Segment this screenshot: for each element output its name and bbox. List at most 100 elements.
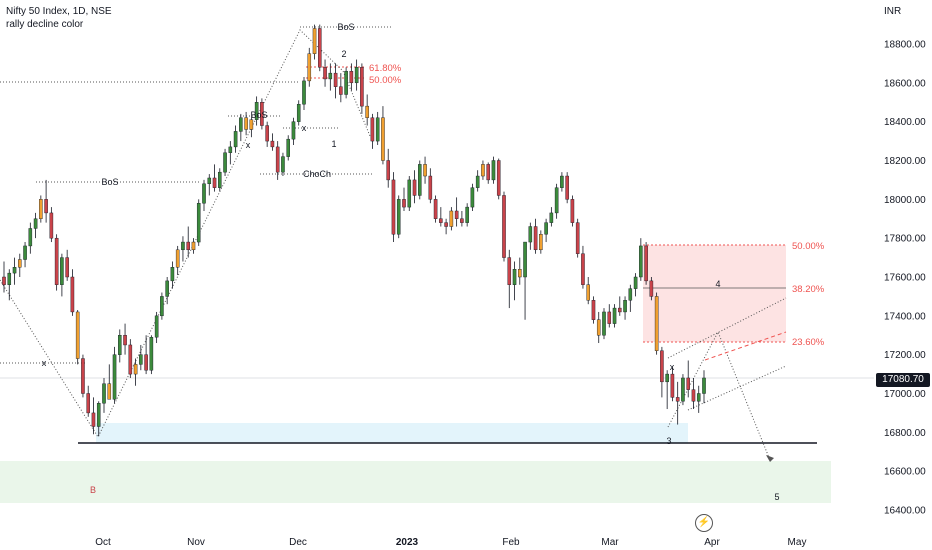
y-tick-label: 17800.00 [884, 234, 926, 245]
candle-body [528, 226, 533, 243]
candle-body [612, 307, 617, 324]
candle-body [123, 335, 127, 346]
candle-body [402, 199, 406, 208]
candle-body [128, 344, 133, 375]
candle-body [702, 377, 706, 394]
candle-body [544, 222, 548, 235]
candle-body [460, 218, 464, 223]
candle-body [365, 105, 369, 118]
candle-body [60, 257, 64, 285]
candle-body [444, 222, 448, 227]
candle-body [323, 67, 327, 80]
x-tick-label: Dec [289, 537, 307, 548]
candle-body [344, 70, 348, 95]
candle-body [118, 335, 122, 355]
candle-body [160, 296, 164, 317]
channel-mid [704, 331, 787, 361]
support-zone [96, 423, 688, 443]
candle-body [175, 249, 180, 268]
candle-body [618, 307, 622, 313]
candle-body [91, 412, 96, 427]
candles-layer [2, 24, 706, 437]
candle-body [523, 241, 527, 278]
candle-body [286, 138, 290, 157]
lightning-icon[interactable]: ⚡ [695, 514, 713, 532]
candle-body [49, 212, 54, 239]
candle-body [539, 234, 543, 251]
candle-body [65, 257, 69, 278]
candle-body [170, 267, 175, 282]
candle-body [628, 288, 633, 301]
candle-body [144, 354, 148, 371]
y-tick-label: 18200.00 [884, 156, 926, 167]
candle-body [407, 179, 412, 208]
zones-layer [0, 245, 831, 503]
candle-body [496, 160, 501, 196]
candle-body [465, 206, 469, 223]
candle-body [575, 222, 580, 254]
fib-zone [643, 245, 786, 342]
candle-body [302, 80, 306, 105]
candle-body [644, 245, 648, 282]
candle-body [249, 119, 254, 130]
candle-body [691, 389, 696, 402]
candle-body [81, 358, 85, 394]
x-tick-label: May [788, 537, 807, 548]
wave-path [0, 29, 371, 439]
candle-body [112, 354, 117, 400]
candle-body [512, 269, 517, 285]
last-price-tag: 17080.70 [876, 373, 930, 387]
x-tick-label: Feb [502, 537, 520, 548]
candle-body [654, 296, 659, 351]
candle-body [165, 280, 169, 297]
candle-body [23, 245, 27, 260]
y-tick-label: 17000.00 [884, 389, 926, 400]
candle-body [591, 300, 596, 320]
candle-body [454, 210, 459, 219]
candle-body [39, 199, 43, 219]
fib-label-top: 50.00% [369, 75, 402, 86]
wave-lines [0, 29, 787, 462]
candle-body [333, 72, 338, 87]
candle-body [44, 199, 48, 214]
candle-body [133, 364, 138, 375]
y-tick-label: 18800.00 [884, 40, 926, 51]
candle-body [196, 203, 201, 243]
candle-body [207, 177, 212, 185]
candle-body [670, 373, 675, 398]
y-axis: 18800.00 18600.00 18400.00 18200.00 18000.00… [884, 40, 926, 517]
annotation-x: x [246, 140, 251, 150]
annotation-bos: BoS [250, 110, 267, 120]
candle-body [649, 280, 654, 297]
annotation-x: x [670, 362, 675, 372]
currency-label: INR [884, 6, 902, 17]
candle-body [381, 117, 385, 161]
candle-body [602, 311, 606, 336]
candle-body [70, 276, 75, 313]
demand-zone [0, 461, 831, 503]
candle-body [433, 199, 438, 219]
candle-body [191, 241, 196, 251]
candle-body [154, 315, 159, 338]
candle-body [396, 199, 401, 235]
candle-body [107, 383, 112, 400]
candle-body [375, 117, 380, 142]
candle-body [486, 164, 490, 181]
candle-body [12, 267, 17, 274]
candle-body [481, 164, 485, 177]
candle-body [354, 67, 359, 84]
annotation-b: B [90, 485, 96, 495]
candle-body [623, 300, 627, 313]
candle-body [275, 146, 280, 173]
candle-body [570, 199, 575, 223]
candle-body [139, 354, 143, 365]
candle-body [549, 212, 554, 223]
candle-body [475, 175, 480, 188]
candle-body [686, 377, 690, 390]
y-tick-label: 16800.00 [884, 428, 926, 439]
candle-body [202, 183, 206, 204]
candle-body [212, 177, 217, 188]
x-tick-label: Mar [601, 537, 619, 548]
